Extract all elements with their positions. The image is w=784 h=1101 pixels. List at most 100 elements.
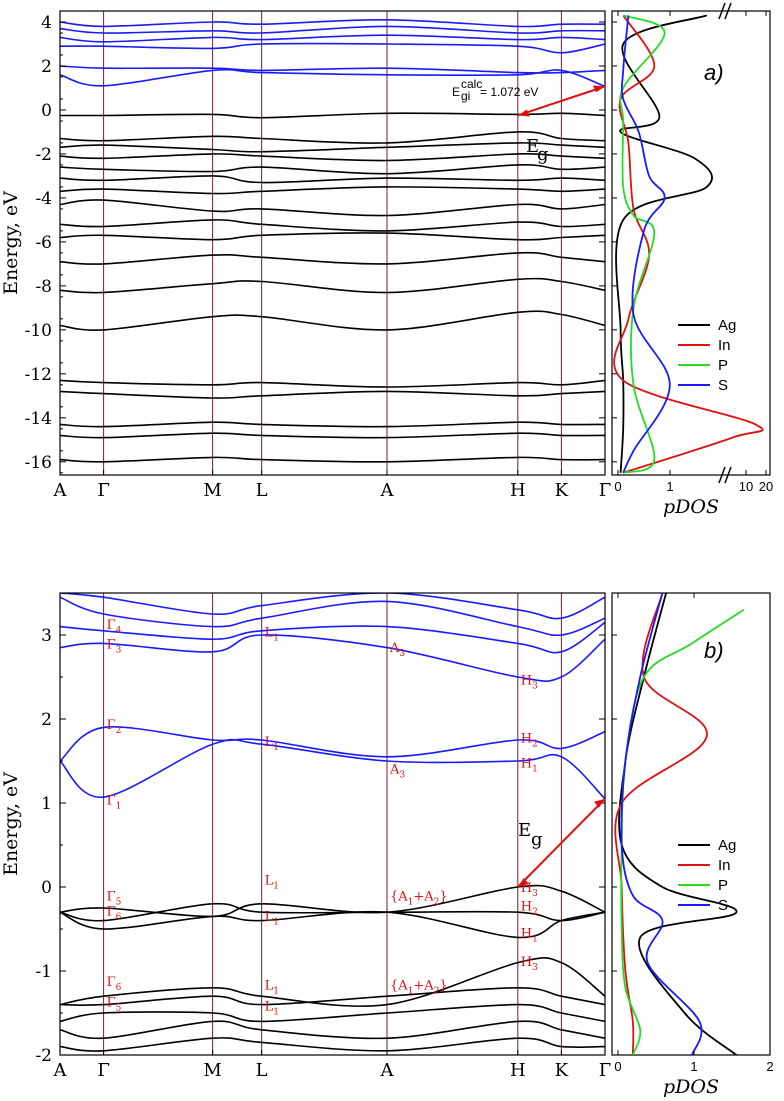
valence-band [60, 1020, 605, 1040]
valence-band [60, 232, 605, 241]
kpoint-label: Γ [97, 1060, 110, 1081]
symmetry-label: H1 [521, 926, 538, 944]
symmetry-label: H3 [521, 955, 538, 973]
pdos-curve-in [613, 14, 764, 474]
y-axis-title: Energy, eV [0, 191, 22, 295]
eg-label: E [518, 820, 531, 841]
symmetry-label: A3 [389, 641, 405, 659]
kpoint-label: A [53, 480, 68, 501]
ytick-label: 0 [41, 101, 52, 121]
legend-label-ag: Ag [718, 837, 736, 854]
valence-band [60, 379, 605, 388]
pdos-xtick-label: 20 [759, 479, 773, 494]
symmetry-label: Γ4 [107, 618, 122, 636]
valence-band [60, 910, 605, 939]
ytick-label: 3 [41, 626, 52, 646]
conduction-band [60, 68, 605, 88]
pdos-axis-title: pDOS [663, 1076, 719, 1098]
valence-band [60, 131, 605, 144]
legend-label-in: In [718, 337, 731, 354]
symmetry-label: L1 [265, 978, 279, 996]
bands-group [60, 593, 605, 1052]
valence-band [60, 142, 605, 153]
ytick-label: -4 [35, 189, 52, 209]
gap-arrowhead [517, 878, 529, 887]
valence-band [60, 175, 605, 184]
ytick-label: -12 [25, 365, 52, 385]
gap-arrowhead [517, 109, 530, 117]
pdos-curve-s [620, 15, 671, 474]
valence-band [60, 456, 605, 463]
valence-band [60, 1037, 605, 1052]
ytick-label: -6 [35, 233, 52, 253]
valence-band [60, 884, 605, 918]
legend-label-s: S [718, 377, 728, 394]
symmetry-label: {A1+A2} [390, 978, 448, 996]
kpoint-label: A [380, 480, 395, 501]
symmetry-label: Γ1 [107, 794, 122, 812]
pdos-axis-title: pDOS [663, 496, 719, 518]
eg-label-sub: g [531, 829, 543, 850]
conduction-band [60, 621, 605, 654]
valence-band [60, 164, 605, 175]
kpoint-label: A [53, 1060, 68, 1081]
ytick-label: -1 [35, 962, 52, 982]
band-frame [59, 592, 606, 1056]
legend-label-s: S [718, 897, 728, 914]
ytick-label: -10 [25, 321, 52, 341]
conduction-band [60, 726, 605, 762]
valence-band [60, 957, 605, 1007]
gap-label-sub: gi [461, 89, 470, 103]
symmetry-label: L1 [265, 626, 279, 644]
kpoint-label: H [510, 480, 526, 501]
valence-band [60, 986, 605, 1007]
kpoint-label: L [256, 1060, 268, 1081]
valence-band [60, 390, 605, 399]
symmetry-label: L1 [265, 873, 279, 891]
eg-label: E [526, 136, 539, 157]
kpoint-label: Γ [599, 480, 612, 501]
pdos-curve-p [619, 14, 666, 474]
ytick-label: 0 [41, 878, 52, 898]
legend-label-p: P [718, 357, 728, 374]
pdos-frame [611, 592, 771, 1056]
conduction-band [60, 596, 605, 637]
conduction-band [60, 34, 605, 43]
kpoint-label: L [256, 480, 268, 501]
axis-break [724, 466, 732, 484]
conduction-band [60, 42, 605, 54]
gap-arrow [517, 85, 606, 117]
bands-group [60, 18, 605, 463]
pdos-curves [614, 593, 745, 1055]
ytick-label: -14 [25, 409, 52, 429]
pdos-xtick-label: 1 [666, 479, 673, 494]
axis-break [718, 2, 726, 20]
ytick-label: -16 [25, 453, 52, 473]
pdos-curve-in [614, 593, 708, 1055]
pdos-curve-ag [615, 14, 713, 473]
conduction-band [60, 18, 605, 28]
symmetry-label: L1 [265, 999, 279, 1017]
axis-break [724, 2, 732, 20]
pdos-frame [611, 10, 771, 476]
valence-band [60, 152, 605, 162]
valence-band [60, 251, 605, 265]
y-axis-title: Energy, eV [0, 772, 22, 876]
kpoint-label: H [510, 1060, 526, 1081]
valence-band [60, 199, 605, 217]
symmetry-label: Γ5 [107, 889, 122, 907]
legend-label-p: P [718, 877, 728, 894]
legend-label-in: In [718, 857, 731, 874]
pdos-curve-s [620, 593, 703, 1055]
pdos-xtick-label: 0 [614, 479, 621, 494]
symmetry-label: {A1+A2} [390, 889, 448, 907]
gap-arrowhead [593, 85, 605, 93]
conduction-band [60, 593, 605, 620]
ytick-label: -2 [35, 1046, 52, 1066]
symmetry-label: H1 [521, 757, 538, 775]
valence-band [60, 277, 605, 294]
ytick-label: 1 [41, 794, 52, 814]
